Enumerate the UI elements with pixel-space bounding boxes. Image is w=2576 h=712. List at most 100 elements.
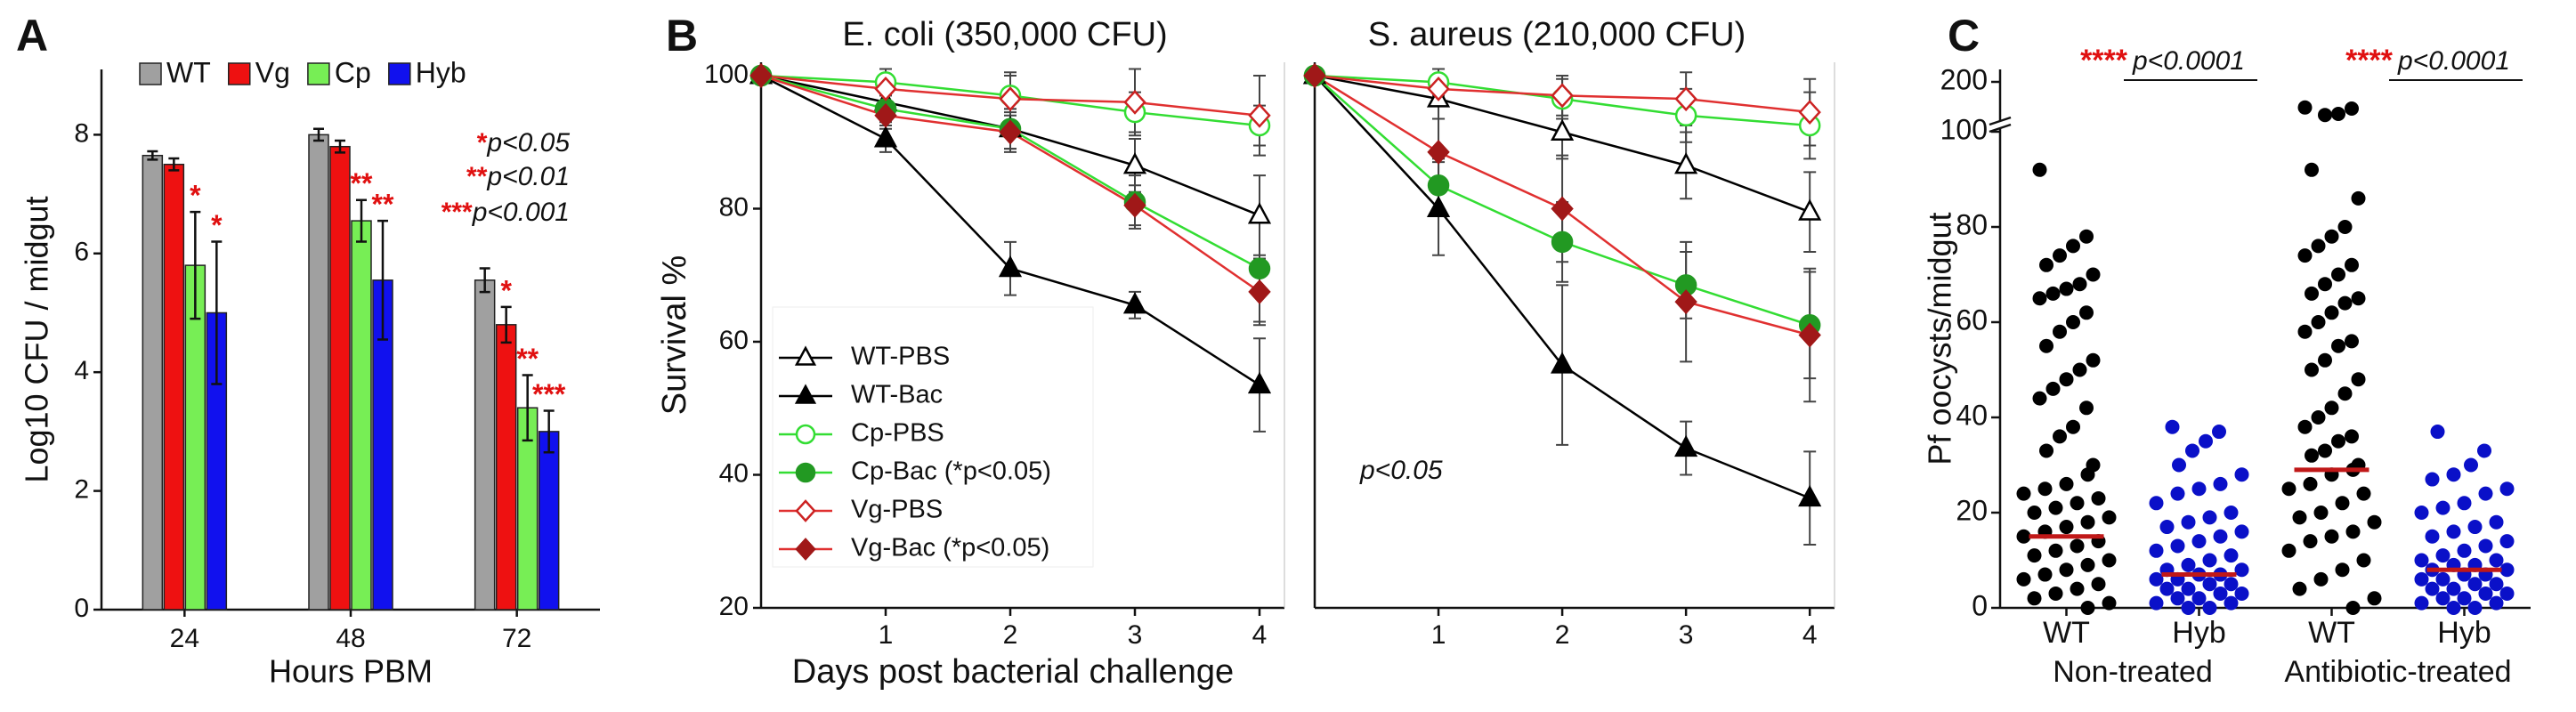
point: [2446, 467, 2461, 482]
point: [2313, 571, 2329, 587]
point: [2181, 581, 2196, 596]
x-tick-label: 72: [502, 624, 531, 653]
point: [2297, 100, 2313, 115]
point: [2331, 107, 2345, 121]
point: [2425, 529, 2440, 544]
y-tick-label: 100: [704, 60, 749, 89]
point: [2297, 324, 2313, 339]
significance-stars: **: [351, 167, 373, 199]
point: [2016, 486, 2031, 501]
x-tick-label: Hyb: [2437, 616, 2491, 650]
error-bar: [543, 409, 555, 454]
error-bar: [147, 150, 158, 161]
significance-stars: **: [372, 189, 394, 221]
point: [2356, 486, 2371, 501]
marker: [1551, 352, 1575, 374]
point: [2027, 548, 2042, 563]
point: [2080, 601, 2095, 615]
legend-label: WT: [166, 56, 211, 88]
point: [2170, 591, 2185, 606]
point: [2305, 162, 2319, 177]
point: [2149, 496, 2164, 511]
point: [2053, 429, 2067, 444]
point: [2303, 476, 2318, 491]
point: [2324, 229, 2339, 244]
point: [2318, 352, 2332, 368]
point: [2457, 591, 2472, 606]
marker: [1798, 322, 1821, 348]
point: [2159, 520, 2175, 535]
point: [2027, 591, 2042, 606]
marker: [1248, 257, 1271, 279]
point: [2292, 581, 2307, 596]
error-bar: [190, 210, 201, 320]
key-label: p<0.05: [486, 128, 570, 158]
point: [2234, 467, 2249, 482]
y-tick-label: 6: [74, 238, 89, 267]
marker: [1247, 371, 1272, 394]
x-tick-label: WT: [2308, 616, 2355, 650]
legend-label: Vg-Bac (*p<0.05): [851, 534, 1049, 562]
point: [2430, 425, 2445, 440]
point: [2499, 481, 2515, 497]
x-tick-label: 3: [1128, 620, 1143, 650]
significance-label: p<0.0001: [2132, 46, 2245, 76]
marker: [999, 86, 1022, 112]
x-tick-label: 2: [1003, 620, 1018, 650]
significance-label: p<0.0001: [2397, 46, 2510, 76]
point: [2324, 529, 2339, 544]
point: [2367, 591, 2382, 606]
point: [2425, 472, 2440, 487]
point: [2337, 220, 2353, 234]
point: [2202, 577, 2217, 592]
point: [2045, 381, 2061, 396]
marker: [1248, 279, 1271, 304]
marker: [1248, 102, 1271, 128]
point: [2159, 581, 2175, 596]
marker: [1551, 118, 1575, 141]
y-axis-label: Survival %: [656, 255, 693, 416]
significance-stars: *: [211, 209, 223, 241]
y-tick-label: 40: [719, 458, 749, 488]
significance-stars: ***: [532, 378, 566, 410]
point: [2165, 419, 2180, 434]
point: [2048, 500, 2063, 515]
point: [2499, 586, 2515, 601]
legend-swatch: [307, 62, 330, 85]
group-label: Non-treated: [2053, 655, 2213, 689]
bar: [495, 324, 517, 611]
point: [2045, 286, 2061, 301]
point: [2281, 543, 2297, 558]
significance-stars: ****: [2345, 44, 2394, 77]
point: [2066, 315, 2080, 329]
key-entry: ***p<0.001: [441, 198, 570, 227]
point: [2172, 457, 2186, 473]
y-tick-label: 200: [1940, 63, 1988, 95]
point: [2079, 400, 2094, 416]
x-tick-label: 2: [1555, 620, 1570, 650]
legend-label: Cp-PBS: [851, 419, 944, 448]
y-tick-label: 20: [1956, 494, 1988, 526]
y-tick-label: 0: [74, 594, 89, 623]
point: [2102, 595, 2117, 611]
point: [2070, 538, 2085, 554]
point: [2356, 553, 2371, 568]
point: [2091, 490, 2106, 506]
point: [2446, 581, 2461, 596]
legend-label: WT-PBS: [851, 343, 950, 371]
marker: [874, 102, 897, 128]
key-entry: **p<0.01: [466, 162, 570, 191]
point: [2446, 524, 2461, 539]
legend-swatch: [388, 62, 411, 85]
point: [2318, 443, 2332, 458]
marker: [1798, 198, 1822, 221]
point: [2199, 433, 2213, 449]
point: [2202, 510, 2217, 525]
legend-label: Cp: [335, 56, 371, 88]
point: [2181, 601, 2196, 615]
x-tick-label: 3: [1679, 620, 1694, 650]
chart-title: E. coli (350,000 CFU): [842, 16, 1167, 53]
point: [2016, 571, 2031, 587]
